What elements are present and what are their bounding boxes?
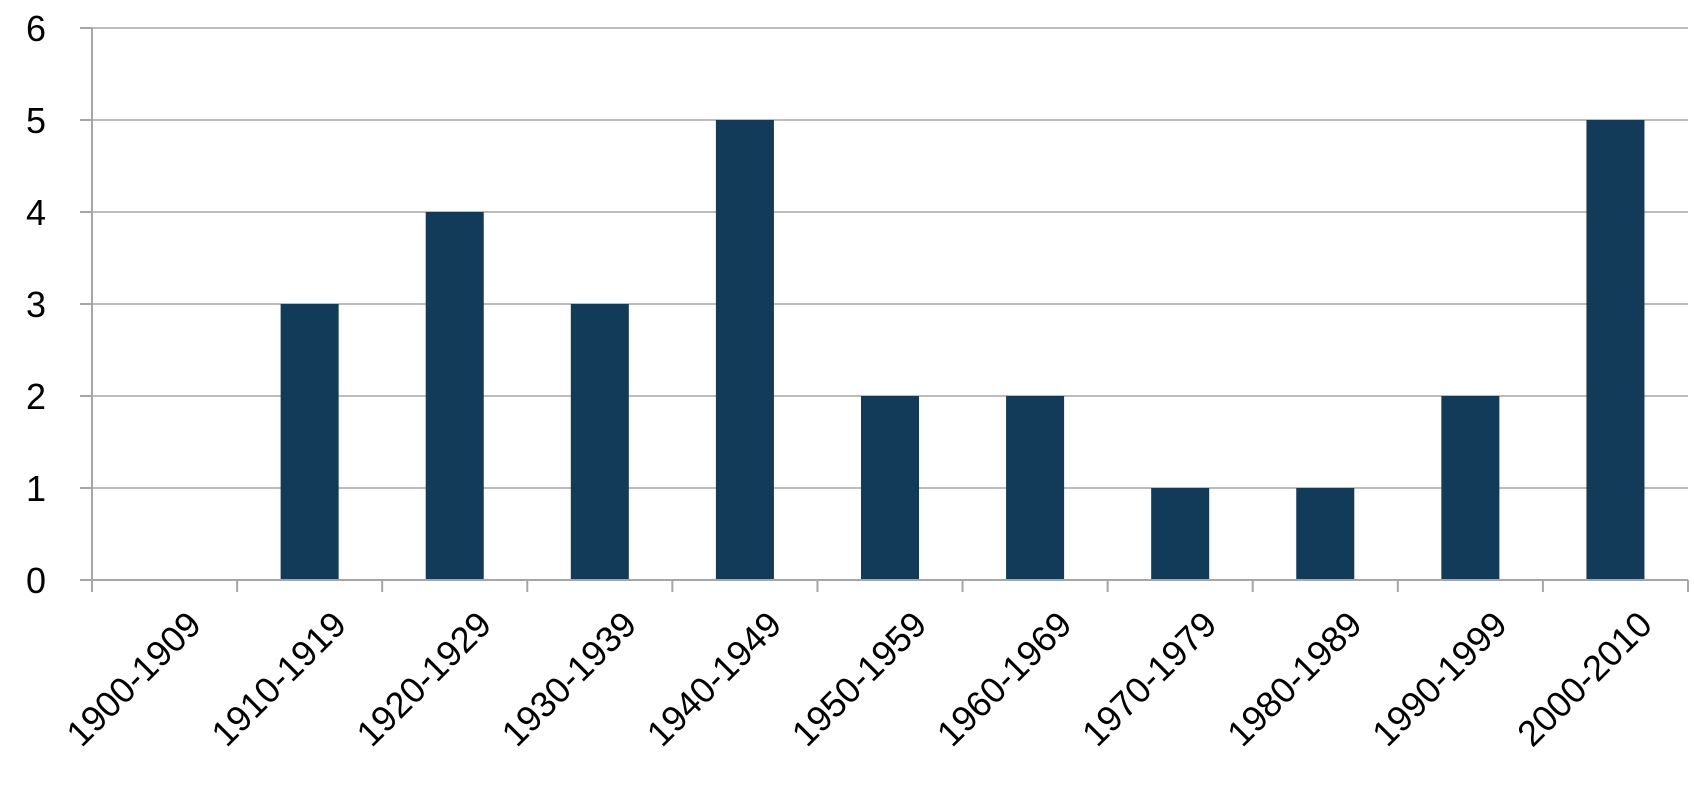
bar-1980-1989 <box>1296 488 1355 580</box>
gridlines <box>92 27 1688 489</box>
bar-1920-1929 <box>425 212 484 580</box>
x-tick-label: 1920-1929 <box>348 603 499 754</box>
y-tick-label: 4 <box>26 192 46 233</box>
bar-1960-1969 <box>1006 396 1065 580</box>
bar-1930-1939 <box>570 304 629 580</box>
bar-1950-1959 <box>860 396 920 580</box>
y-tick-label: 2 <box>26 376 46 417</box>
x-tick-label: 1960-1969 <box>929 603 1080 754</box>
x-tick-label: 1940-1949 <box>639 603 790 754</box>
bar-1910-1919 <box>280 304 339 580</box>
x-tick-label: 1910-1919 <box>203 603 354 754</box>
y-tick-label: 1 <box>26 468 46 509</box>
x-tick-label: 1970-1979 <box>1074 603 1225 754</box>
bar-2000-2010 <box>1586 120 1645 580</box>
x-tick-label: 1930-1939 <box>493 603 644 754</box>
axes <box>80 27 1689 592</box>
bar-1970-1979 <box>1151 488 1210 580</box>
x-tick-label: 1900-1909 <box>58 603 209 754</box>
x-tick-label: 1990-1999 <box>1364 603 1515 754</box>
y-tick-label: 5 <box>26 100 46 141</box>
y-tick-label: 0 <box>26 560 46 601</box>
x-tick-label: 1950-1959 <box>784 603 935 754</box>
bars <box>280 120 1645 580</box>
y-tick-labels: 0 1 2 3 4 5 6 <box>26 8 46 601</box>
bar-1990-1999 <box>1441 396 1500 580</box>
bar-1940-1949 <box>715 120 774 580</box>
y-tick-label: 3 <box>26 284 46 325</box>
x-tick-label: 2000-2010 <box>1509 603 1660 754</box>
y-tick-label: 6 <box>26 8 46 49</box>
x-tick-label: 1980-1989 <box>1219 603 1370 754</box>
x-tick-labels: 1900-19091910-19191920-19291930-19391940… <box>58 603 1660 754</box>
